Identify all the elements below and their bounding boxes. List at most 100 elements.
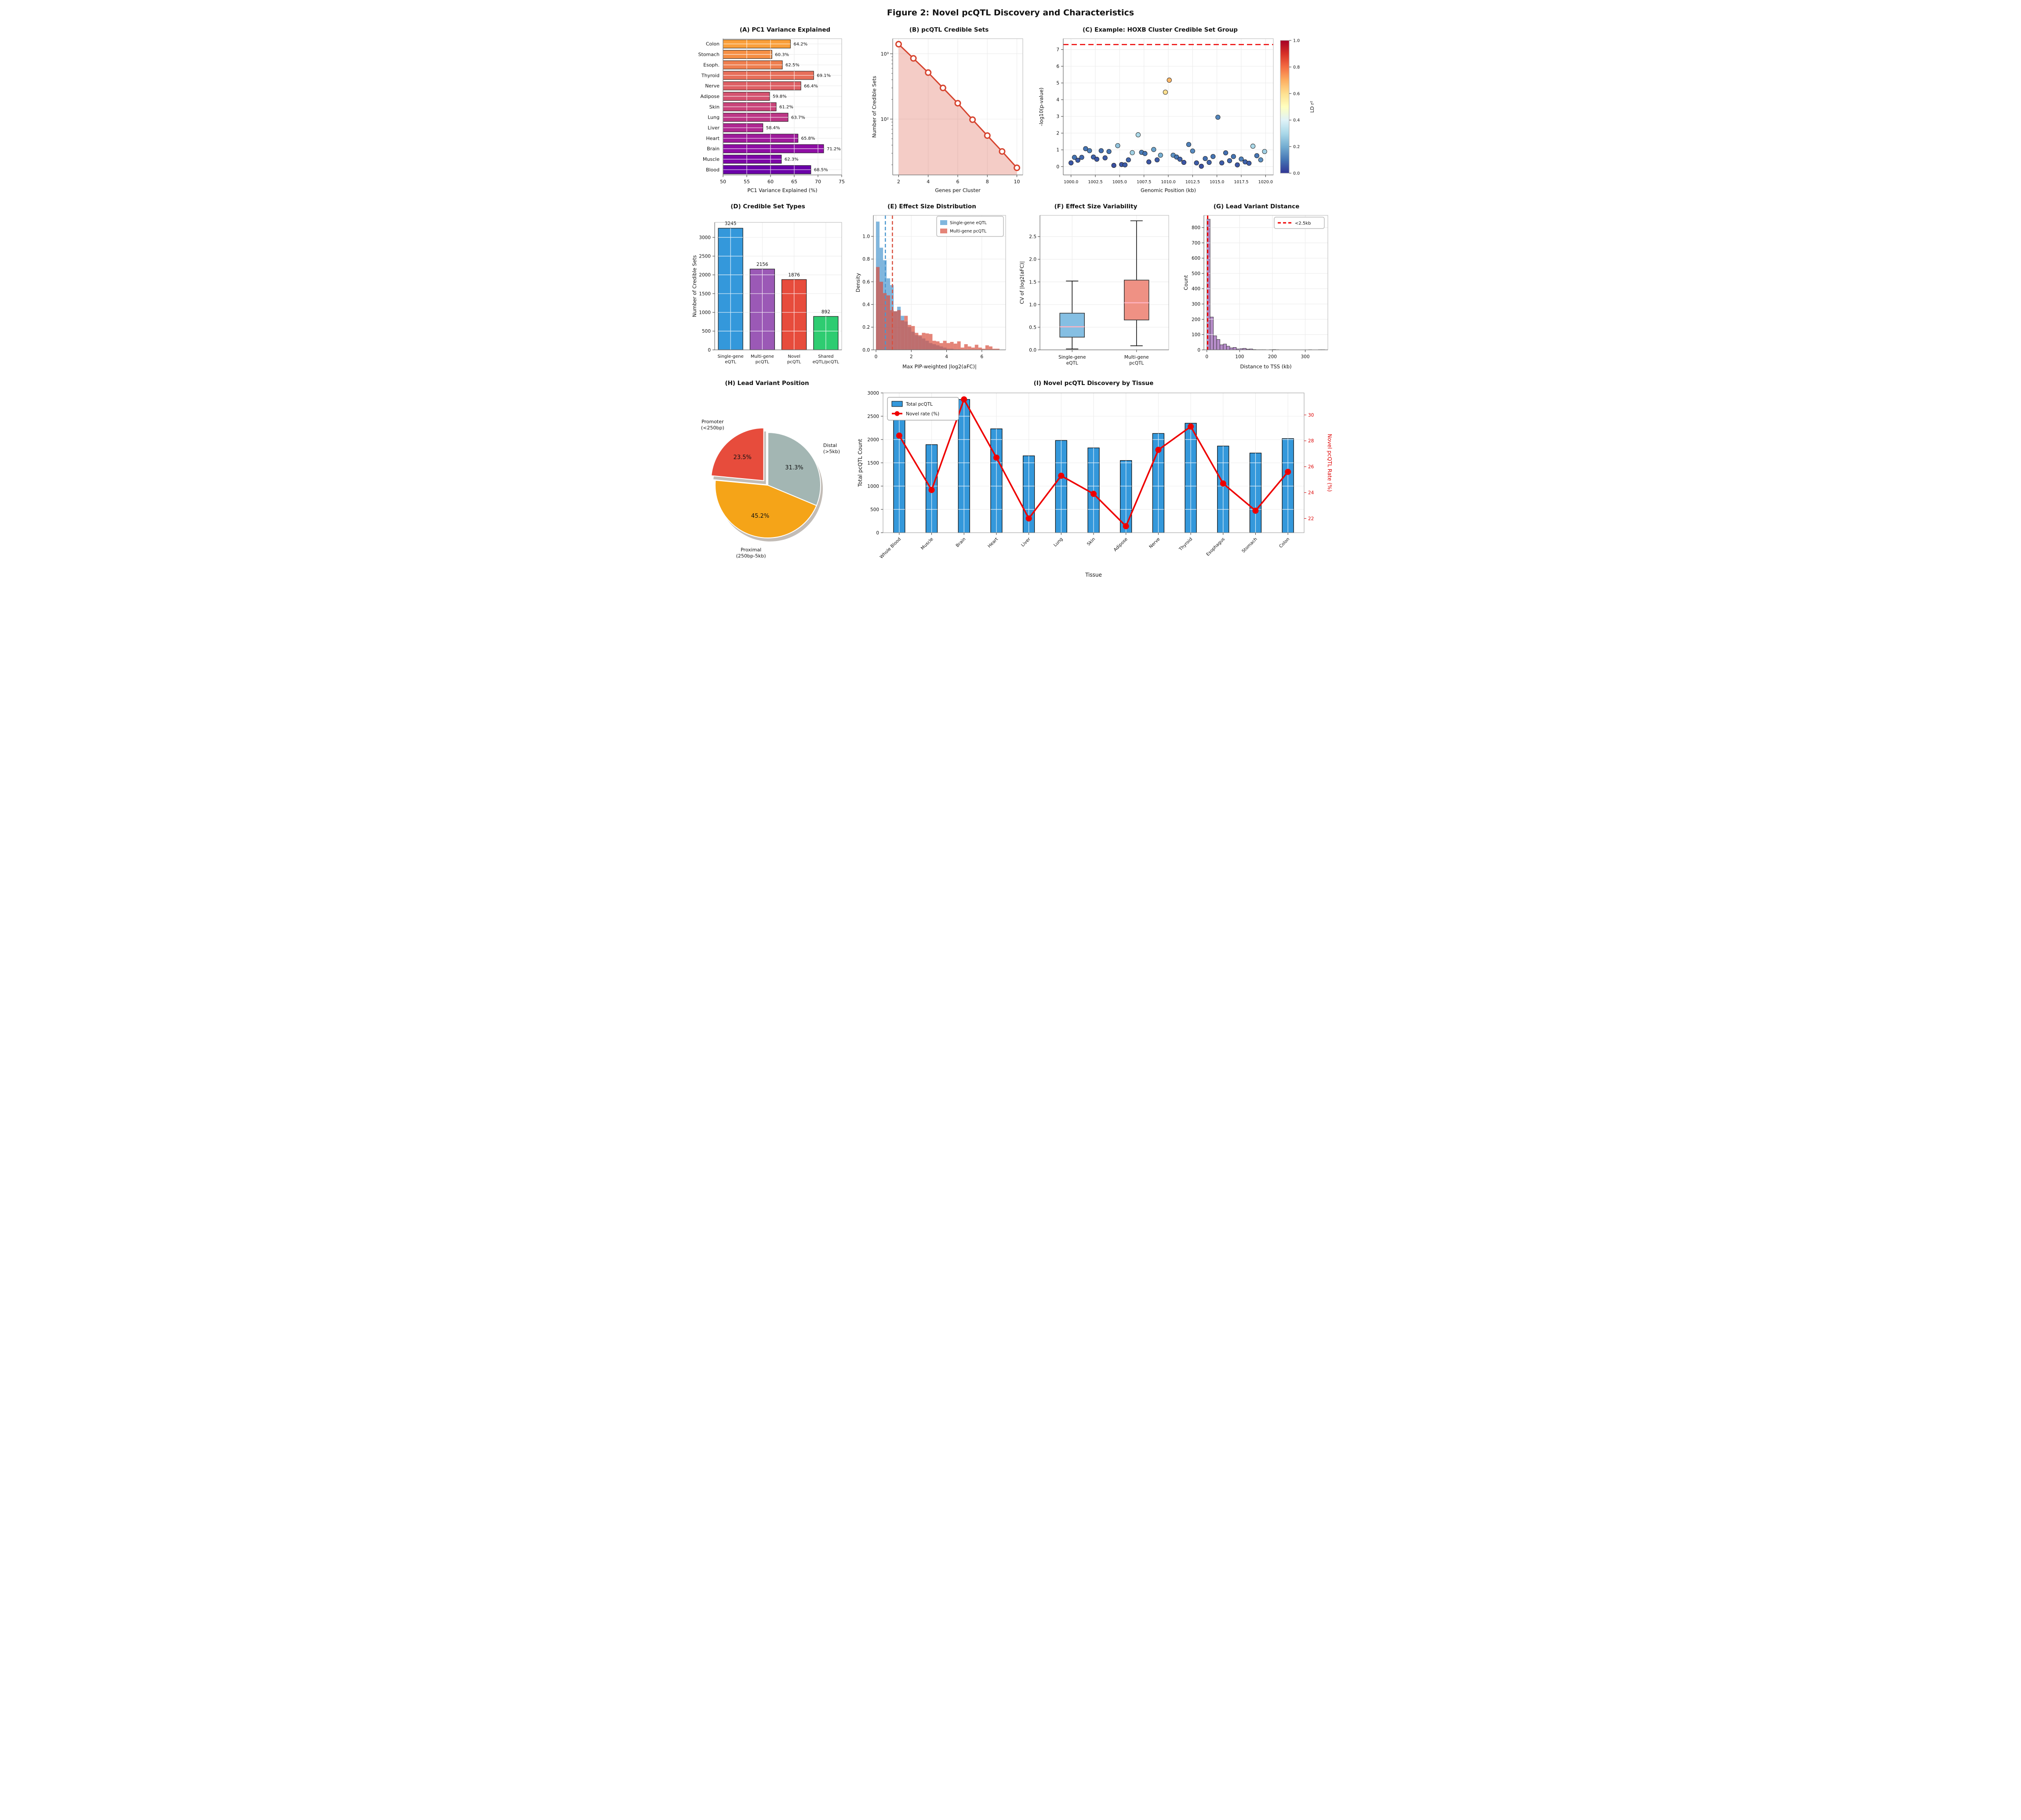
panel-c-chart: 0 1 2 3 4 5 6 7 1000.0 1002.5 1005.0 1007.5 1010.0 10…: [1038, 38, 1315, 193]
svg-text:58.4%: 58.4%: [766, 126, 780, 131]
panel-e-title: (E) Effect Size Distribution: [887, 203, 976, 210]
svg-text:3000: 3000: [867, 391, 879, 396]
svg-text:65: 65: [791, 179, 797, 185]
svg-text:Count: Count: [1183, 275, 1189, 290]
svg-text:Thyroid: Thyroid: [701, 73, 720, 78]
svg-text:1.0: 1.0: [862, 234, 870, 240]
panel-b-chart: 10² 10³ 2 4 6 8 10 Genes per Cluster Number of C…: [871, 38, 1023, 193]
svg-text:-log10(p-value): -log10(p-value): [1038, 87, 1044, 126]
svg-text:3000: 3000: [699, 235, 711, 240]
svg-text:0.2: 0.2: [1293, 145, 1300, 149]
svg-text:892: 892: [821, 309, 830, 315]
svg-text:Nerve: Nerve: [705, 83, 720, 89]
svg-text:10²: 10²: [881, 116, 889, 122]
svg-text:500: 500: [1191, 271, 1200, 276]
panel-f: (F) Effect Size Variability Single-gene e…: [1018, 203, 1174, 374]
svg-text:0: 0: [876, 530, 879, 536]
svg-text:Nerve: Nerve: [1149, 537, 1161, 549]
panel-g: (G) Lead Variant Distance 0 100 200 300 400 5…: [1182, 203, 1331, 374]
svg-text:1020.0: 1020.0: [1258, 180, 1273, 185]
svg-text:0.8: 0.8: [1293, 65, 1300, 70]
panel-b-title: (B) pcQTL Credible Sets: [909, 26, 989, 33]
svg-text:0: 0: [874, 354, 877, 360]
svg-text:1000: 1000: [699, 310, 711, 316]
panel-d-chart: 3245Single-geneeQTL2156Multi-genepcQTL18…: [691, 221, 842, 365]
svg-text:Esoph.: Esoph.: [703, 62, 720, 68]
svg-text:Muscle: Muscle: [920, 537, 934, 551]
svg-text:Whole Blood: Whole Blood: [879, 537, 902, 559]
svg-text:500: 500: [870, 507, 879, 512]
svg-text:1.0: 1.0: [1029, 302, 1036, 308]
svg-text:3245: 3245: [724, 221, 736, 226]
svg-text:Adipose: Adipose: [700, 94, 720, 99]
svg-text:Adipose: Adipose: [1113, 537, 1129, 552]
svg-text:1000.0: 1000.0: [1064, 180, 1078, 185]
panel-c: (C) Example: HOXB Cluster Credible Set G…: [1036, 26, 1326, 197]
svg-text:CV of |log2(aFC)|: CV of |log2(aFC)|: [1019, 261, 1025, 304]
svg-text:400: 400: [1191, 287, 1200, 292]
panel-g-title: (G) Lead Variant Distance: [1213, 203, 1300, 210]
svg-text:64.2%: 64.2%: [793, 42, 807, 47]
panel-h: (H) Lead Variant Position 31.3% 45.2% 23.5…: [688, 380, 846, 581]
panel-e: (E) Effect Size Distribution 0.0 0.2 0.4 0.…: [854, 203, 1010, 374]
svg-text:1876: 1876: [788, 272, 800, 278]
svg-text:(<250bp): (<250bp): [701, 425, 724, 431]
svg-text:<2.5kb: <2.5kb: [1295, 221, 1311, 226]
svg-text:2.5: 2.5: [1029, 234, 1036, 240]
svg-text:2156: 2156: [756, 262, 768, 267]
svg-text:0.0: 0.0: [1293, 171, 1300, 176]
svg-text:1005.0: 1005.0: [1112, 180, 1127, 185]
svg-text:0.4: 0.4: [1293, 118, 1300, 123]
svg-text:Colon: Colon: [706, 41, 720, 47]
svg-text:69.1%: 69.1%: [817, 73, 831, 78]
svg-text:Liver: Liver: [708, 125, 720, 131]
svg-text:50: 50: [720, 179, 726, 185]
svg-text:4: 4: [927, 179, 930, 185]
svg-text:pcQTL: pcQTL: [1129, 361, 1144, 366]
svg-text:Muscle: Muscle: [703, 156, 720, 162]
svg-text:Shared: Shared: [818, 354, 833, 359]
svg-text:0.5: 0.5: [1029, 325, 1036, 330]
svg-text:300: 300: [1191, 302, 1200, 307]
svg-text:0: 0: [708, 348, 711, 353]
panel-h-chart: 31.3% 45.2% 23.5% Distal(>5kb) Proximal(250b…: [701, 419, 840, 559]
svg-text:1015.0: 1015.0: [1210, 180, 1224, 185]
svg-text:45.2%: 45.2%: [751, 513, 769, 519]
figure-title: Figure 2: Novel pcQTL Discovery and Char…: [887, 8, 1134, 18]
svg-text:0.6: 0.6: [1293, 91, 1300, 96]
svg-text:eQTL/pcQTL: eQTL/pcQTL: [812, 360, 839, 365]
svg-text:Distance to TSS (kb): Distance to TSS (kb): [1240, 363, 1291, 370]
svg-text:10³: 10³: [881, 51, 889, 57]
panel-d-title: (D) Credible Set Types: [731, 203, 805, 210]
svg-text:Esophagus: Esophagus: [1206, 537, 1226, 557]
svg-text:Novel rate (%): Novel rate (%): [906, 411, 939, 417]
svg-text:Colon: Colon: [1278, 537, 1290, 549]
svg-text:0: 0: [1056, 164, 1059, 170]
svg-text:500: 500: [702, 329, 710, 334]
svg-text:Multi-gene: Multi-gene: [1124, 355, 1149, 360]
svg-text:1.0: 1.0: [1293, 39, 1300, 44]
svg-text:200: 200: [1191, 317, 1200, 322]
svg-text:Thyroid: Thyroid: [1178, 537, 1193, 552]
svg-text:Stomach: Stomach: [1241, 537, 1258, 554]
svg-text:pcQTL: pcQTL: [787, 360, 801, 365]
svg-text:Stomach: Stomach: [698, 52, 720, 58]
svg-text:0: 0: [1197, 348, 1200, 353]
panel-g-chart: 0 100 200 300 400 500 600 700 800 0 100 200 300 Dista…: [1183, 215, 1328, 370]
svg-text:31.3%: 31.3%: [785, 465, 803, 471]
svg-text:65.8%: 65.8%: [801, 136, 815, 141]
svg-text:62.5%: 62.5%: [785, 63, 800, 68]
svg-text:eQTL: eQTL: [725, 360, 736, 365]
svg-text:Brain: Brain: [707, 146, 720, 152]
svg-text:Blood: Blood: [706, 167, 720, 173]
svg-text:Total pcQTL Count: Total pcQTL Count: [857, 439, 863, 487]
svg-text:2: 2: [909, 354, 912, 360]
svg-text:Number of Credible Sets: Number of Credible Sets: [691, 255, 698, 317]
svg-text:Total pcQTL: Total pcQTL: [905, 402, 933, 407]
svg-text:1010.0: 1010.0: [1161, 180, 1175, 185]
svg-text:(>5kb): (>5kb): [823, 449, 840, 454]
svg-text:Single-gene: Single-gene: [717, 354, 743, 359]
svg-text:0.2: 0.2: [862, 325, 870, 330]
svg-text:70: 70: [815, 179, 821, 185]
